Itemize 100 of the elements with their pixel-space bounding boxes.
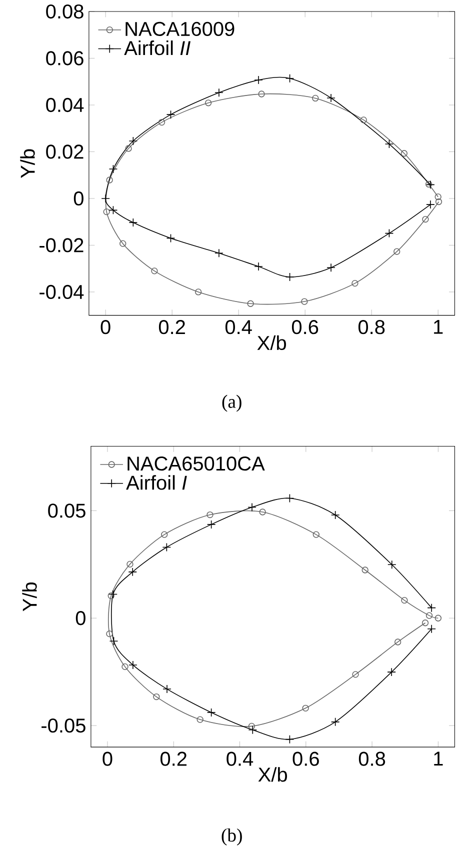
point <box>248 502 257 512</box>
point <box>108 592 115 600</box>
point <box>128 660 138 670</box>
y-tick-label: -0.04 <box>40 284 84 300</box>
x-tick-label: 0.4 <box>226 752 254 766</box>
x-tick-label: 0 <box>102 752 112 766</box>
point <box>108 590 118 599</box>
point <box>122 663 128 670</box>
point <box>301 298 308 305</box>
y-tick-label: 0 <box>74 191 84 206</box>
point <box>426 180 435 190</box>
point <box>312 94 319 102</box>
point <box>153 693 160 700</box>
point <box>106 630 113 638</box>
x-tick-label: 0.2 <box>159 320 186 334</box>
point <box>384 228 394 238</box>
x-tick-label: 0.8 <box>358 320 385 334</box>
y-tick-label: 0.05 <box>48 504 86 518</box>
point <box>326 263 336 272</box>
y-tick-label: 0.04 <box>46 98 84 112</box>
text: (a) <box>222 394 242 412</box>
point <box>128 568 138 576</box>
x-tick-label: 0.8 <box>359 752 386 766</box>
legend-label: NACA16009 <box>126 22 234 36</box>
point <box>254 262 264 271</box>
point <box>161 531 168 538</box>
point <box>101 194 110 203</box>
point <box>400 150 408 157</box>
point <box>427 624 436 634</box>
point <box>436 198 442 206</box>
legend-label: NACA65010CA <box>128 456 265 471</box>
x-tick-label: 0 <box>100 320 110 334</box>
point <box>384 140 394 148</box>
point <box>214 248 224 258</box>
x-axis-title: X/b <box>258 767 288 782</box>
point <box>158 118 166 126</box>
y-tick-label: -0.02 <box>40 238 84 252</box>
x-tick-label: 0.6 <box>292 752 320 766</box>
x-tick-label: 1 <box>434 752 443 766</box>
point <box>302 704 310 712</box>
point <box>312 531 320 538</box>
point <box>207 520 216 529</box>
point <box>126 560 134 568</box>
point <box>434 194 442 200</box>
point <box>259 508 266 516</box>
point <box>110 636 118 646</box>
point <box>422 620 429 626</box>
point <box>166 110 176 119</box>
point <box>205 100 212 106</box>
point <box>151 268 158 274</box>
legend-label: Airfoil I <box>126 475 188 490</box>
point <box>128 136 138 146</box>
point <box>388 560 396 570</box>
point <box>426 200 435 209</box>
y-tick-label: 0.06 <box>46 51 84 66</box>
point <box>108 164 118 174</box>
point <box>331 510 340 520</box>
point <box>206 511 214 518</box>
point <box>422 216 429 223</box>
point <box>362 566 369 574</box>
x-tick-label: 0.4 <box>226 320 252 334</box>
x-tick-label: 0.2 <box>160 752 187 766</box>
point <box>108 206 118 215</box>
point <box>162 684 172 694</box>
point <box>248 722 256 730</box>
point <box>360 116 368 124</box>
point <box>128 218 138 227</box>
point <box>120 240 126 247</box>
y-axis-title: Y/b <box>22 582 37 612</box>
legend-label: Airfoil II <box>124 40 191 56</box>
point <box>394 248 400 255</box>
point <box>387 668 396 676</box>
point <box>326 94 336 102</box>
point <box>254 76 264 84</box>
point <box>195 288 202 296</box>
point <box>285 494 294 503</box>
point <box>401 596 408 604</box>
x-axis-title: X/b <box>257 335 286 350</box>
point <box>248 725 258 734</box>
point <box>286 74 294 83</box>
point <box>285 734 294 744</box>
point <box>103 208 110 216</box>
point <box>426 612 433 619</box>
point <box>196 716 204 723</box>
point <box>106 176 114 184</box>
point <box>286 272 294 282</box>
point <box>394 638 402 646</box>
point <box>434 614 442 622</box>
point <box>214 88 224 98</box>
text: (b) <box>222 828 242 846</box>
x-tick-label: 1 <box>434 320 443 334</box>
point <box>427 603 436 612</box>
y-tick-label: 0.02 <box>46 144 84 159</box>
y-tick-label: 0.08 <box>46 4 84 19</box>
point <box>426 180 432 188</box>
x-tick-label: 0.6 <box>292 320 318 334</box>
point <box>352 280 358 287</box>
point <box>258 90 265 98</box>
point <box>207 708 216 717</box>
point <box>331 718 340 726</box>
